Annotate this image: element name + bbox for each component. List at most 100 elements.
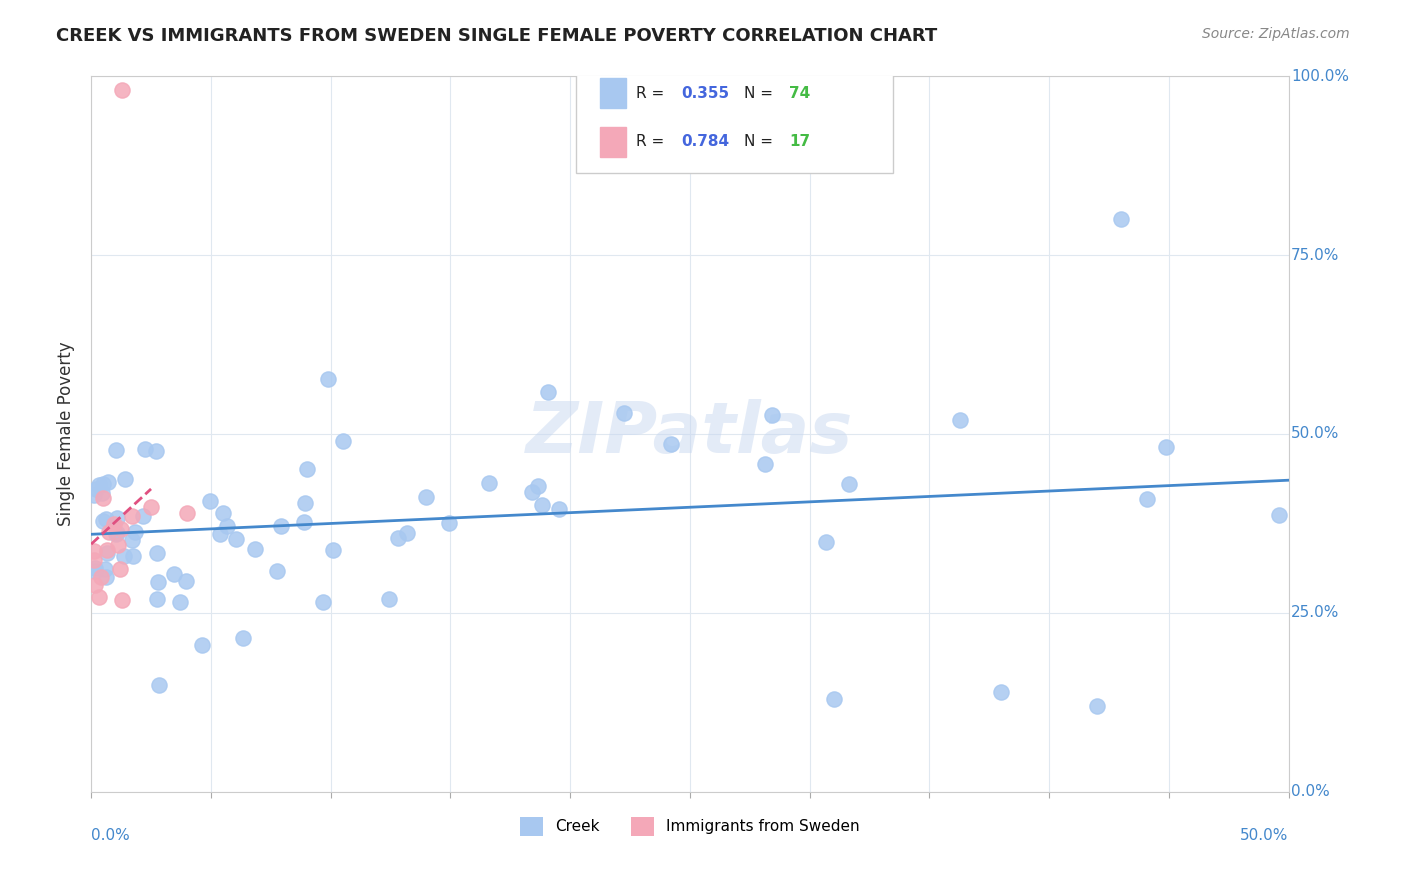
Immigrants from Sweden [83,544,105,558]
Creek [87,478,110,492]
Creek [121,533,143,547]
Creek [174,574,197,588]
Creek [1135,491,1157,506]
Creek [378,591,401,606]
Text: 50.0%: 50.0% [1291,426,1340,442]
Creek [91,514,114,528]
Creek [478,475,501,490]
Creek [93,562,115,576]
Creek [208,527,231,541]
Creek [132,509,155,524]
Text: 74: 74 [789,86,810,101]
Creek [91,477,114,491]
Creek [217,518,239,533]
Creek [332,434,354,449]
Immigrants from Sweden [176,507,198,521]
Creek [522,484,544,499]
Immigrants from Sweden [107,538,129,552]
Creek [754,457,776,471]
Text: 0.784: 0.784 [682,135,730,149]
Creek [91,486,114,500]
Text: ZIPatlas: ZIPatlas [526,400,853,468]
Immigrants from Sweden [111,83,134,97]
Creek [838,477,860,491]
Creek [437,516,460,530]
Creek [148,678,170,692]
Immigrants from Sweden [110,522,132,536]
Creek [198,494,221,508]
FancyBboxPatch shape [576,74,893,173]
Immigrants from Sweden [96,542,118,557]
Text: 25.0%: 25.0% [1291,606,1340,621]
Y-axis label: Single Female Poverty: Single Female Poverty [58,342,75,526]
Creek [225,532,247,546]
Immigrants from Sweden [91,491,114,505]
Creek [84,482,107,496]
Creek [823,692,845,706]
Creek [661,437,683,451]
Creek [96,545,118,559]
Creek [266,564,288,578]
Text: 0.355: 0.355 [682,86,730,101]
Creek [145,444,167,458]
Creek [1085,699,1108,714]
Creek [169,595,191,609]
Creek [232,631,254,645]
Creek [297,461,319,475]
Creek [815,535,838,549]
Text: 50.0%: 50.0% [1240,828,1289,843]
Creek [105,526,128,541]
Creek [548,501,571,516]
Creek [112,549,135,563]
Immigrants from Sweden [103,517,125,532]
Creek [114,472,136,486]
Creek [190,638,212,652]
Immigrants from Sweden [84,578,107,592]
Creek [104,442,127,457]
Creek [212,506,235,520]
Text: 0.0%: 0.0% [91,828,129,843]
Creek [94,512,117,526]
Creek [97,475,120,490]
FancyBboxPatch shape [600,78,627,108]
Creek [105,511,128,525]
Creek [124,525,146,540]
Creek [949,413,972,427]
Immigrants from Sweden [139,500,162,514]
Creek [316,372,339,386]
Creek [145,546,167,560]
Creek [270,519,292,533]
Text: N =: N = [744,135,778,149]
Creek [537,385,560,400]
Immigrants from Sweden [89,591,111,605]
Text: N =: N = [744,86,778,101]
Creek [104,527,127,541]
Creek [1109,212,1132,227]
Creek [1268,508,1291,523]
Creek [83,488,105,502]
Text: R =: R = [636,86,669,101]
Legend: Creek, Immigrants from Sweden: Creek, Immigrants from Sweden [515,811,866,842]
Creek [148,574,170,589]
Creek [761,408,783,422]
Creek [134,442,156,456]
Creek [415,490,437,504]
Creek [1154,440,1177,454]
Immigrants from Sweden [90,570,112,584]
Creek [84,561,107,575]
Text: CREEK VS IMMIGRANTS FROM SWEDEN SINGLE FEMALE POVERTY CORRELATION CHART: CREEK VS IMMIGRANTS FROM SWEDEN SINGLE F… [56,27,938,45]
Text: 17: 17 [789,135,810,149]
Immigrants from Sweden [108,562,131,576]
Creek [312,595,335,609]
Creek [94,570,117,584]
Immigrants from Sweden [98,525,121,540]
FancyBboxPatch shape [600,127,627,157]
Text: 100.0%: 100.0% [1291,69,1348,84]
Creek [322,543,344,558]
Creek [387,531,409,545]
Text: R =: R = [636,135,669,149]
Creek [146,591,169,606]
Creek [526,479,548,493]
Immigrants from Sweden [111,593,134,607]
Text: Source: ZipAtlas.com: Source: ZipAtlas.com [1202,27,1350,41]
